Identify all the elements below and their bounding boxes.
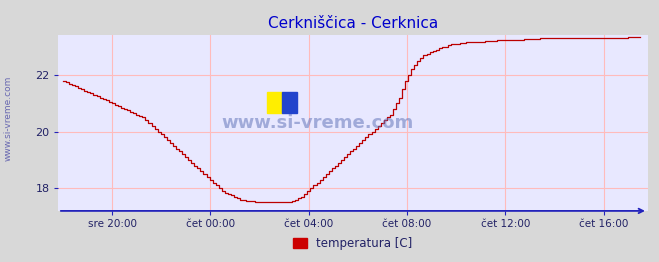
Bar [268,91,282,113]
Legend: temperatura [C]: temperatura [C] [288,232,417,255]
Title: Cerkniščica - Cerknica: Cerkniščica - Cerknica [268,17,438,31]
Text: www.si-vreme.com: www.si-vreme.com [221,114,414,132]
Text: www.si-vreme.com: www.si-vreme.com [3,75,13,161]
Bar [282,91,297,113]
